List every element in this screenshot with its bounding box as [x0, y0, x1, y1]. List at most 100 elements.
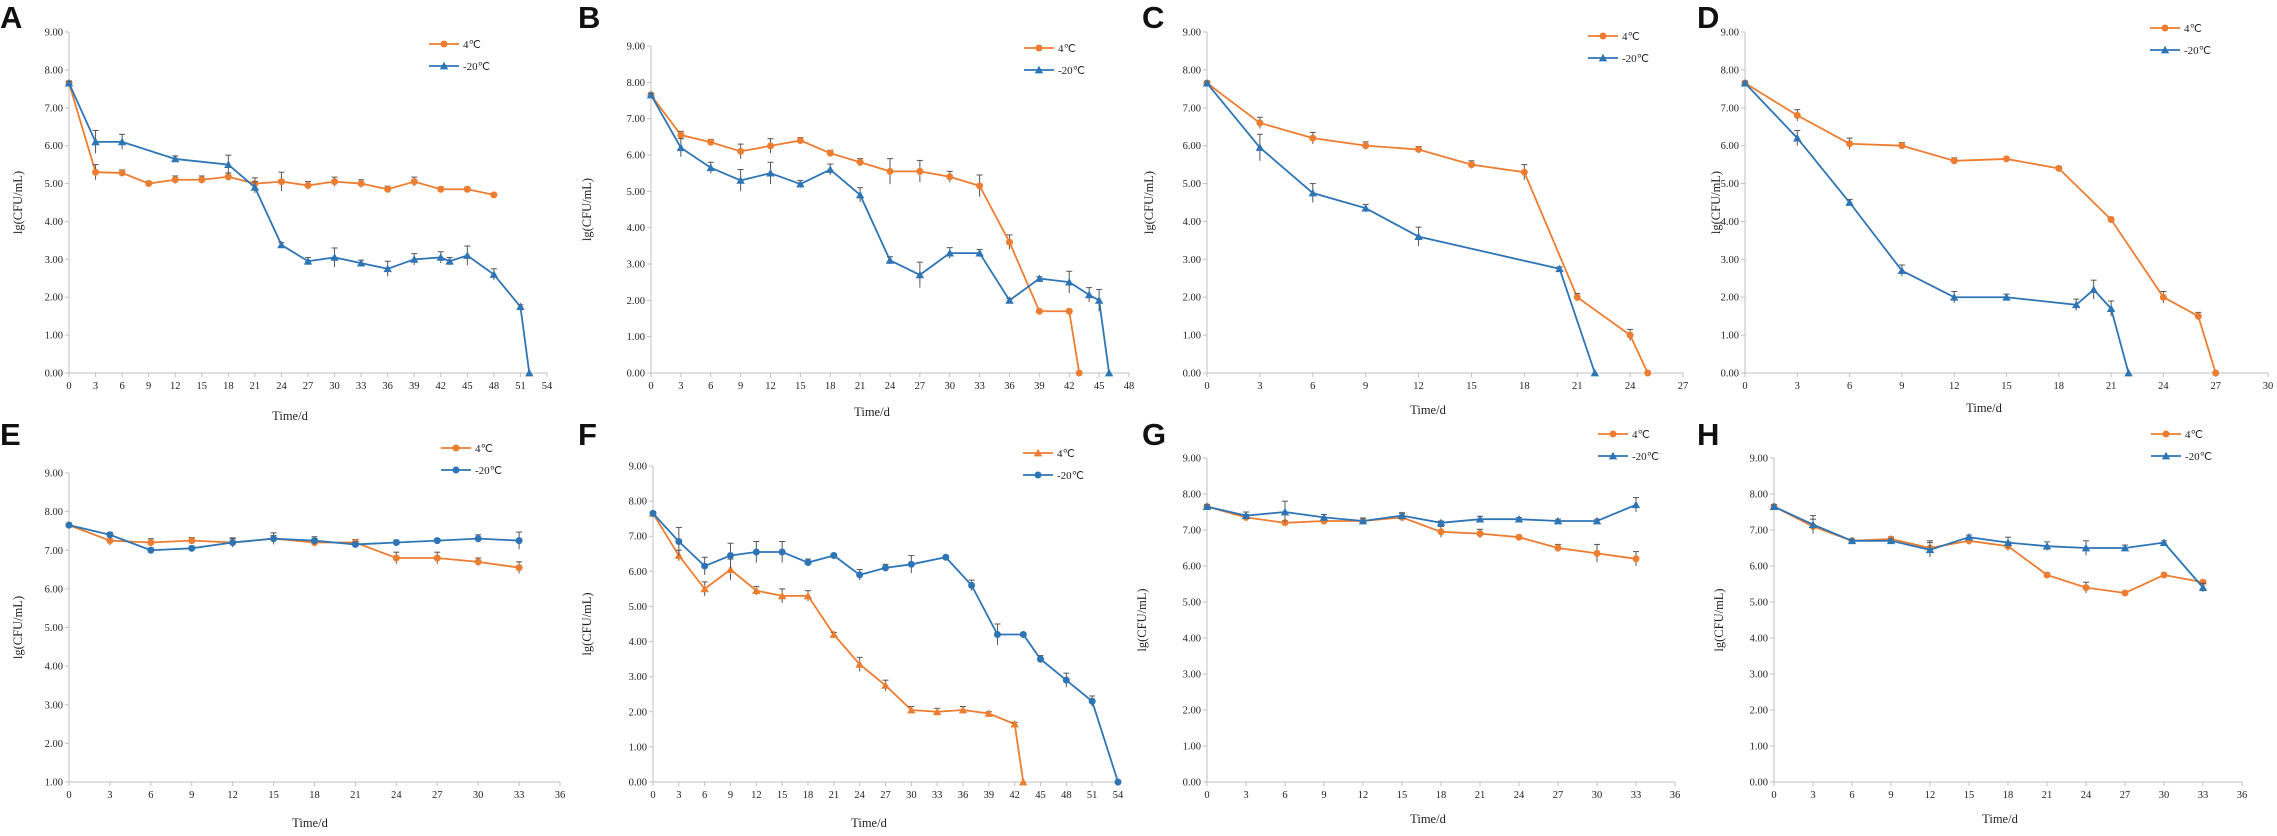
data-point — [65, 521, 73, 529]
data-point — [766, 168, 775, 177]
data-point — [2120, 543, 2130, 552]
x-tick-label: 18 — [803, 790, 814, 801]
data-point — [856, 158, 864, 166]
x-tick-label: 6 — [1282, 790, 1287, 801]
x-tick-label: 33 — [974, 381, 985, 392]
data-point — [1309, 134, 1317, 142]
data-point — [968, 581, 976, 589]
data-point — [1065, 277, 1074, 286]
data-point — [1437, 528, 1445, 536]
data-point — [1035, 274, 1044, 282]
data-point — [1202, 78, 1212, 87]
series-minus20c — [1769, 502, 2208, 592]
legend-marker — [1599, 32, 1607, 40]
panel-e: E1.002.003.004.005.006.007.008.009.000 3 6… — [0, 417, 565, 830]
data-point — [463, 251, 472, 259]
y-tick-label: 4.00 — [1750, 634, 1768, 645]
series-line — [1206, 82, 1649, 374]
data-point — [1019, 777, 1028, 786]
data-point — [1886, 536, 1896, 545]
y-tick-label: 7.00 — [1721, 103, 1739, 114]
data-point — [277, 240, 286, 249]
x-tick-label: 21 — [2106, 381, 2117, 392]
y-tick-label: 9.00 — [1721, 28, 1739, 39]
data-point — [946, 173, 954, 181]
data-point — [1114, 778, 1122, 786]
series-minus20c — [1740, 78, 2133, 377]
data-point — [778, 548, 786, 556]
series-4c — [65, 79, 498, 199]
series-line — [1744, 82, 2217, 374]
y-axis-title: lg(CFU/mL) — [1712, 588, 1726, 651]
y-tick-label: 3.00 — [627, 260, 645, 271]
series-minus20c — [649, 509, 1122, 786]
y-tick-label: 8.00 — [45, 65, 63, 76]
x-tick-label: 18 — [1519, 381, 1530, 392]
legend-label: 4℃ — [2184, 23, 2202, 35]
data-point — [826, 149, 834, 157]
data-point — [2002, 293, 2011, 301]
data-point — [1554, 544, 1562, 552]
data-point — [1793, 111, 1801, 119]
y-tick-label: 0.00 — [45, 369, 63, 380]
data-point — [706, 163, 715, 172]
data-point — [384, 185, 392, 193]
data-point — [188, 544, 196, 552]
x-tick-label: 24 — [1625, 381, 1636, 392]
x-tick-label: 6 — [708, 381, 713, 392]
y-tick-label: 3.00 — [45, 700, 63, 711]
panel-letter: H — [1697, 417, 1719, 452]
y-tick-label: 2.00 — [45, 293, 63, 304]
data-point — [2081, 543, 2091, 552]
data-point — [984, 709, 994, 717]
x-tick-label: 21 — [2042, 790, 2053, 801]
series-line — [1744, 82, 2130, 374]
x-tick-label: 0 — [66, 790, 71, 801]
data-point — [1308, 188, 1317, 197]
data-point — [2106, 304, 2116, 312]
x-tick-label: 24 — [1514, 790, 1525, 801]
data-point — [2055, 164, 2063, 172]
data-point — [993, 631, 1001, 639]
x-tick-label: 0 — [648, 381, 653, 392]
x-tick-label: 27 — [2120, 790, 2131, 801]
data-point — [727, 552, 734, 560]
legend-label: 4℃ — [1622, 31, 1640, 43]
x-tick-label: 15 — [268, 790, 279, 801]
data-point — [91, 137, 100, 146]
x-tick-label: 9 — [1321, 790, 1326, 801]
data-point — [1740, 78, 1750, 87]
x-tick-label: 24 — [885, 381, 896, 392]
legend-label: -20℃ — [1632, 451, 1659, 463]
data-point — [1847, 536, 1857, 545]
series-4c — [647, 91, 1083, 377]
x-tick-label: 36 — [382, 381, 393, 392]
x-tick-label: 9 — [146, 381, 151, 392]
data-point — [392, 539, 400, 547]
y-tick-label: 2.00 — [1183, 706, 1201, 717]
x-tick-label: 45 — [1035, 790, 1046, 801]
data-point — [646, 90, 656, 99]
y-axis-title: lg(CFU/mL) — [580, 592, 594, 655]
x-tick-label: 54 — [542, 381, 553, 392]
legend-marker — [1035, 44, 1043, 52]
data-point — [945, 248, 954, 257]
x-tick-label: 33 — [932, 790, 943, 801]
data-point — [2124, 368, 2133, 377]
data-point — [777, 591, 787, 600]
y-tick-label: 4.00 — [45, 662, 63, 673]
x-tick-label: 15 — [197, 381, 208, 392]
data-point — [736, 176, 745, 184]
x-tick-label: 48 — [1124, 381, 1135, 392]
x-tick-label: 12 — [751, 790, 762, 801]
legend-marker — [1608, 451, 1618, 460]
y-tick-label: 0.00 — [1183, 778, 1201, 789]
x-tick-label: 27 — [1553, 790, 1564, 801]
x-tick-label: 0 — [1742, 381, 1747, 392]
data-point — [1593, 549, 1601, 557]
data-point — [958, 705, 968, 714]
y-axis-title: lg(CFU/mL) — [1709, 171, 1723, 234]
data-point — [117, 137, 127, 146]
x-tick-label: 27 — [1678, 381, 1689, 392]
x-tick-label: 36 — [958, 790, 969, 801]
